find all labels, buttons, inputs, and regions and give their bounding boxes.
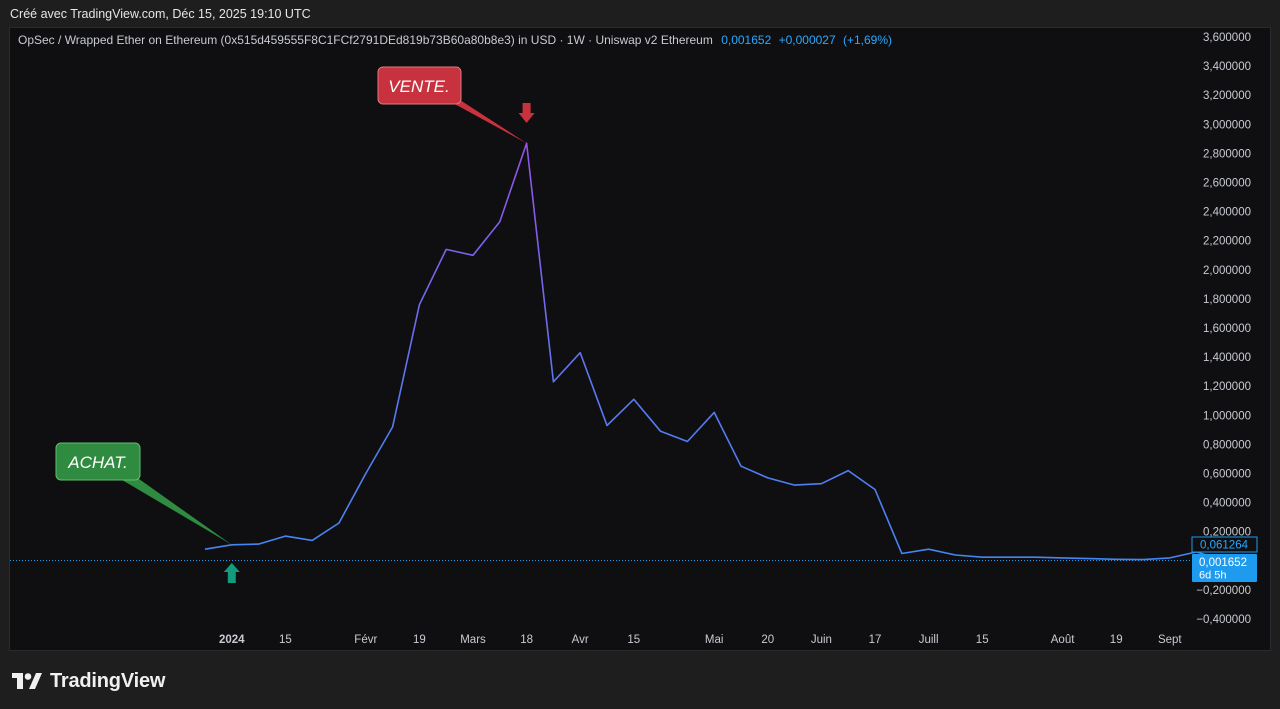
current-price-value: 0,001652 xyxy=(1199,557,1247,569)
y-tick-label: 3,200000 xyxy=(1203,90,1251,102)
data-point xyxy=(365,473,367,475)
data-point xyxy=(392,426,394,428)
bar-countdown: 6d 5h xyxy=(1199,570,1227,582)
x-tick-label: Févr xyxy=(354,634,377,646)
tradingview-footer[interactable]: TradingView xyxy=(12,668,165,694)
sell-label: VENTE. xyxy=(388,77,449,96)
y-tick-label: −0,200000 xyxy=(1196,585,1251,597)
y-tick-label: 3,600000 xyxy=(1203,32,1251,44)
y-tick-label: 1,800000 xyxy=(1203,294,1251,306)
x-tick-label: Sept xyxy=(1158,634,1182,646)
x-tick-label: Mai xyxy=(705,634,724,646)
y-tick-label: 0,400000 xyxy=(1203,498,1251,510)
data-point xyxy=(311,540,313,542)
last-value: 0,001652 xyxy=(721,33,772,47)
data-point xyxy=(606,425,608,427)
price-change: +0,000027 xyxy=(778,33,836,47)
data-point xyxy=(553,381,555,383)
data-point xyxy=(419,304,421,306)
x-tick-label: 15 xyxy=(279,634,292,646)
x-tick-label: Avr xyxy=(572,634,589,646)
data-point xyxy=(1062,557,1064,559)
y-tick-label: 2,800000 xyxy=(1203,148,1251,160)
x-tick-label: Août xyxy=(1051,634,1075,646)
data-point xyxy=(794,484,796,486)
buy-callout-box xyxy=(55,442,141,481)
x-tick-label: Juin xyxy=(811,634,832,646)
y-tick-label: 1,400000 xyxy=(1203,352,1251,364)
y-tick-label: 3,000000 xyxy=(1203,119,1251,131)
price-change-percent: (+1,69%) xyxy=(843,33,893,47)
price-series-line xyxy=(204,142,1224,562)
x-tick-label: 15 xyxy=(627,634,640,646)
data-point xyxy=(874,489,876,491)
data-point xyxy=(1008,556,1010,558)
data-point xyxy=(901,553,903,555)
created-with-header: Créé avec TradingView.com, Déc 15, 2025 … xyxy=(10,7,311,21)
data-point xyxy=(1089,558,1091,560)
data-point xyxy=(981,556,983,558)
data-point xyxy=(258,543,260,545)
data-point xyxy=(955,554,957,556)
data-point xyxy=(1115,559,1117,561)
y-tick-label: −0,400000 xyxy=(1196,614,1251,626)
x-tick-label: 19 xyxy=(413,634,426,646)
x-tick-label: 20 xyxy=(761,634,774,646)
data-point xyxy=(445,249,447,251)
y-tick-label: 3,400000 xyxy=(1203,61,1251,73)
data-point xyxy=(687,441,689,443)
buy-callout-pointer xyxy=(112,474,232,545)
data-point xyxy=(1035,556,1037,558)
y-tick-label: 2,400000 xyxy=(1203,207,1251,219)
data-point xyxy=(740,465,742,467)
y-tick-label: 1,600000 xyxy=(1203,323,1251,335)
x-tick-label: 18 xyxy=(520,634,533,646)
buy-label: ACHAT. xyxy=(67,453,128,472)
x-tick-label: 2024 xyxy=(219,634,245,646)
tradingview-brand: TradingView xyxy=(50,669,166,692)
data-point xyxy=(821,483,823,485)
symbol-description: OpSec / Wrapped Ether on Ethereum (0x515… xyxy=(18,33,713,47)
data-point xyxy=(928,548,930,550)
symbol-legend[interactable]: OpSec / Wrapped Ether on Ethereum (0x515… xyxy=(18,33,892,47)
y-tick-label: 0,600000 xyxy=(1203,469,1251,481)
sell-arrow-icon xyxy=(518,103,535,123)
upper-price-tag-text: 0,061264 xyxy=(1200,540,1249,552)
data-point xyxy=(767,477,769,479)
data-point xyxy=(633,398,635,400)
data-point xyxy=(1142,559,1144,561)
y-tick-label: 1,200000 xyxy=(1203,381,1251,393)
x-tick-label: 17 xyxy=(869,634,882,646)
data-point xyxy=(285,535,287,537)
data-point xyxy=(499,221,501,223)
data-point xyxy=(847,470,849,472)
data-point xyxy=(472,254,474,256)
data-point xyxy=(338,522,340,524)
data-point xyxy=(713,412,715,414)
buy-arrow-icon xyxy=(223,563,240,583)
x-tick-label: 15 xyxy=(976,634,989,646)
y-tick-label: 2,000000 xyxy=(1203,265,1251,277)
y-tick-label: 0,800000 xyxy=(1203,439,1251,451)
y-tick-label: 2,600000 xyxy=(1203,178,1251,190)
x-tick-label: 19 xyxy=(1110,634,1123,646)
sell-callout-box xyxy=(377,66,462,105)
y-tick-label: 2,200000 xyxy=(1203,236,1251,248)
y-tick-label: 0,200000 xyxy=(1203,527,1251,539)
current-price-tag xyxy=(1192,554,1257,582)
y-tick-label: 1,000000 xyxy=(1203,410,1251,422)
sell-callout-pointer xyxy=(440,96,527,144)
tradingview-logo-icon xyxy=(12,673,42,689)
data-point xyxy=(204,548,206,550)
upper-price-tag xyxy=(1191,536,1258,553)
data-point xyxy=(660,431,662,433)
x-tick-label: Juill xyxy=(919,634,939,646)
data-point xyxy=(579,352,581,354)
data-point xyxy=(1169,557,1171,559)
x-tick-label: Mars xyxy=(460,634,486,646)
